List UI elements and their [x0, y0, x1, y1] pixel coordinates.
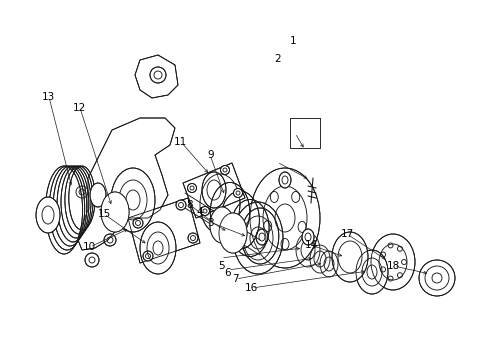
Polygon shape — [183, 163, 244, 218]
Text: 15: 15 — [97, 209, 111, 219]
Circle shape — [150, 67, 165, 83]
Ellipse shape — [69, 166, 95, 230]
Ellipse shape — [370, 234, 414, 290]
Circle shape — [233, 189, 242, 198]
Ellipse shape — [331, 232, 367, 282]
Circle shape — [187, 184, 196, 193]
Polygon shape — [78, 118, 175, 250]
Circle shape — [418, 260, 454, 296]
Circle shape — [187, 233, 198, 243]
Text: 17: 17 — [340, 229, 353, 239]
Text: 10: 10 — [83, 242, 96, 252]
Ellipse shape — [140, 222, 176, 274]
Circle shape — [76, 186, 88, 198]
Text: 5: 5 — [218, 261, 224, 271]
Circle shape — [133, 218, 142, 228]
Circle shape — [104, 234, 116, 246]
Ellipse shape — [200, 174, 240, 234]
Circle shape — [142, 251, 153, 261]
Polygon shape — [128, 198, 200, 263]
Ellipse shape — [219, 213, 246, 253]
Text: 6: 6 — [224, 268, 231, 278]
Text: 3: 3 — [206, 218, 213, 228]
Ellipse shape — [232, 202, 283, 274]
Ellipse shape — [202, 172, 225, 208]
Text: 9: 9 — [206, 150, 213, 160]
Text: 2: 2 — [273, 54, 280, 64]
Polygon shape — [135, 55, 178, 98]
Ellipse shape — [355, 250, 387, 294]
Text: 14: 14 — [304, 240, 317, 250]
Ellipse shape — [255, 229, 267, 245]
Ellipse shape — [279, 172, 290, 188]
Ellipse shape — [302, 229, 313, 245]
Text: 1: 1 — [289, 36, 296, 46]
Text: 8: 8 — [186, 200, 193, 210]
Ellipse shape — [249, 168, 319, 268]
Ellipse shape — [111, 168, 155, 232]
Circle shape — [176, 200, 185, 210]
Circle shape — [85, 253, 99, 267]
Text: 4: 4 — [196, 207, 203, 217]
Text: 11: 11 — [174, 137, 187, 147]
Text: 13: 13 — [42, 92, 56, 102]
Circle shape — [220, 166, 229, 175]
Circle shape — [200, 207, 209, 216]
Ellipse shape — [36, 197, 60, 233]
Text: 12: 12 — [73, 103, 86, 113]
Text: 18: 18 — [386, 261, 400, 271]
Text: 7: 7 — [232, 274, 239, 284]
Ellipse shape — [101, 192, 129, 232]
Ellipse shape — [209, 207, 234, 243]
Ellipse shape — [90, 183, 106, 207]
Text: 16: 16 — [244, 283, 258, 293]
